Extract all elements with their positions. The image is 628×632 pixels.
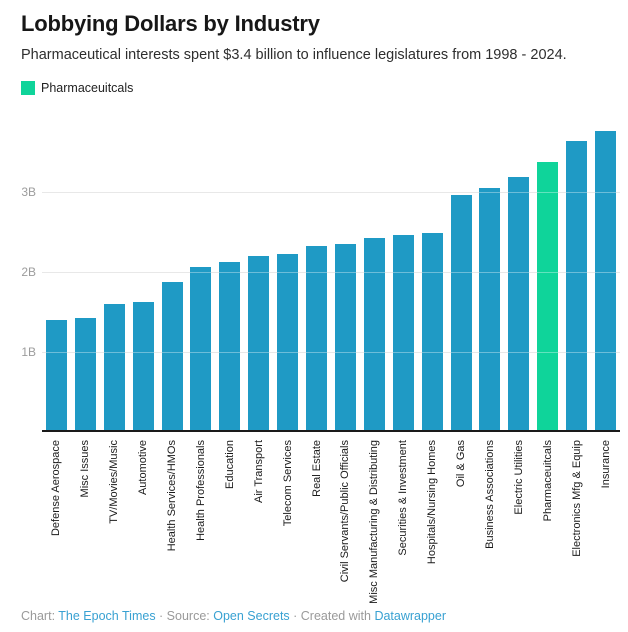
- x-axis-label: Pharmaceuitcals: [541, 440, 554, 522]
- bar[interactable]: [219, 262, 241, 432]
- x-axis-label: Oil & Gas: [455, 440, 468, 488]
- gridline-overlay: [42, 272, 620, 273]
- footer-separator: ·: [155, 609, 167, 623]
- bar[interactable]: [479, 188, 501, 432]
- gridline-overlay: [42, 192, 620, 193]
- x-axis-label: Electronics Mfg & Equip: [570, 440, 583, 557]
- footer-chart-prefix: Chart:: [21, 609, 59, 623]
- bar[interactable]: [595, 131, 617, 432]
- x-axis-label: Air Transport: [252, 440, 265, 503]
- footer-source-prefix: Source:: [166, 609, 214, 623]
- footer-separator: ·: [289, 609, 301, 623]
- legend-item-label: Pharmaceuitcals: [41, 81, 134, 95]
- x-axis-label: Business Associations: [483, 440, 496, 549]
- bar[interactable]: [132, 301, 154, 432]
- x-axis-label: Misc Manufacturing & Distributing: [368, 440, 381, 604]
- x-axis-label: Civil Servants/Public Officials: [339, 440, 352, 583]
- bar[interactable]: [334, 244, 356, 432]
- x-axis-label: Hospitals/Nursing Homes: [426, 440, 439, 565]
- bar[interactable]: [363, 238, 385, 432]
- legend: Pharmaceuitcals: [21, 81, 133, 95]
- x-axis-label: Health Professionals: [194, 440, 207, 541]
- gridline: [42, 272, 620, 273]
- x-axis-label: Telecom Services: [281, 440, 294, 527]
- footer-created-prefix: Created with: [300, 609, 375, 623]
- x-axis-label: Real Estate: [310, 440, 323, 497]
- legend-color-swatch: [21, 81, 35, 95]
- bar-highlighted[interactable]: [537, 162, 559, 432]
- bar[interactable]: [392, 235, 414, 432]
- bar[interactable]: [248, 256, 270, 432]
- gridline: [42, 192, 620, 193]
- y-axis-tick-label: 3B: [21, 185, 36, 199]
- bar[interactable]: [190, 267, 212, 432]
- x-axis-label: Education: [223, 440, 236, 489]
- gridline: [42, 352, 620, 353]
- bar[interactable]: [45, 320, 67, 432]
- bar[interactable]: [161, 281, 183, 432]
- x-axis-label: Health Services/HMOs: [166, 440, 179, 552]
- bar[interactable]: [103, 304, 125, 432]
- bar[interactable]: [306, 246, 328, 432]
- bar[interactable]: [450, 195, 472, 432]
- x-axis-label: Automotive: [137, 440, 150, 496]
- y-axis-tick-label: 1B: [21, 345, 36, 359]
- bar[interactable]: [508, 176, 530, 432]
- x-axis-line: [42, 430, 620, 432]
- bar[interactable]: [277, 253, 299, 432]
- bar[interactable]: [566, 140, 588, 432]
- x-axis-label: Insurance: [599, 440, 612, 489]
- x-axis-label: Securities & Investment: [397, 440, 410, 556]
- source-credit-link[interactable]: Open Secrets: [213, 609, 290, 623]
- x-axis-label: Misc Issues: [79, 440, 92, 498]
- attribution-footer: Chart: The Epoch Times · Source: Open Se…: [21, 609, 446, 623]
- x-axis-label: Defense Aerospace: [50, 440, 63, 537]
- datawrapper-credit-link[interactable]: Datawrapper: [374, 609, 447, 623]
- bar[interactable]: [74, 317, 96, 432]
- y-axis-tick-label: 2B: [21, 265, 36, 279]
- page-title: Lobbying Dollars by Industry: [21, 11, 320, 36]
- x-axis-label: Electric Utilities: [512, 440, 525, 515]
- x-axis-label: TV/Movies/Music: [108, 440, 121, 524]
- gridline-overlay: [42, 352, 620, 353]
- chart-subtitle: Pharmaceutical interests spent $3.4 bill…: [21, 47, 567, 63]
- bar[interactable]: [421, 232, 443, 432]
- chart-credit-link[interactable]: The Epoch Times: [58, 609, 156, 623]
